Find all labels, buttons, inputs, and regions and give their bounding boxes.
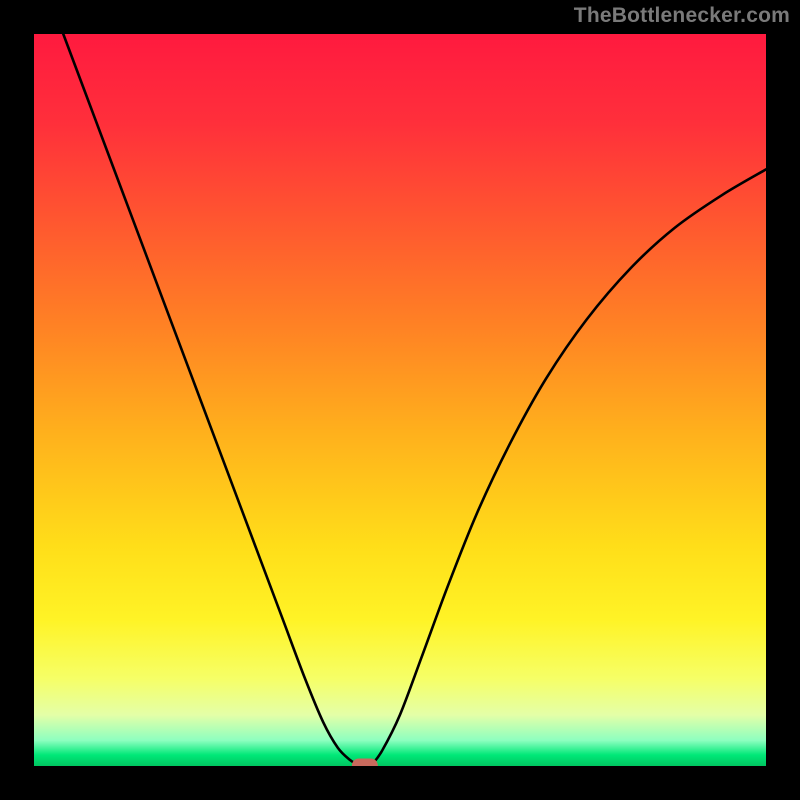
chart-stage: TheBottlenecker.com xyxy=(0,0,800,800)
watermark-label: TheBottlenecker.com xyxy=(574,4,790,28)
plot-gradient-background xyxy=(34,34,766,766)
chart-svg xyxy=(0,0,800,800)
